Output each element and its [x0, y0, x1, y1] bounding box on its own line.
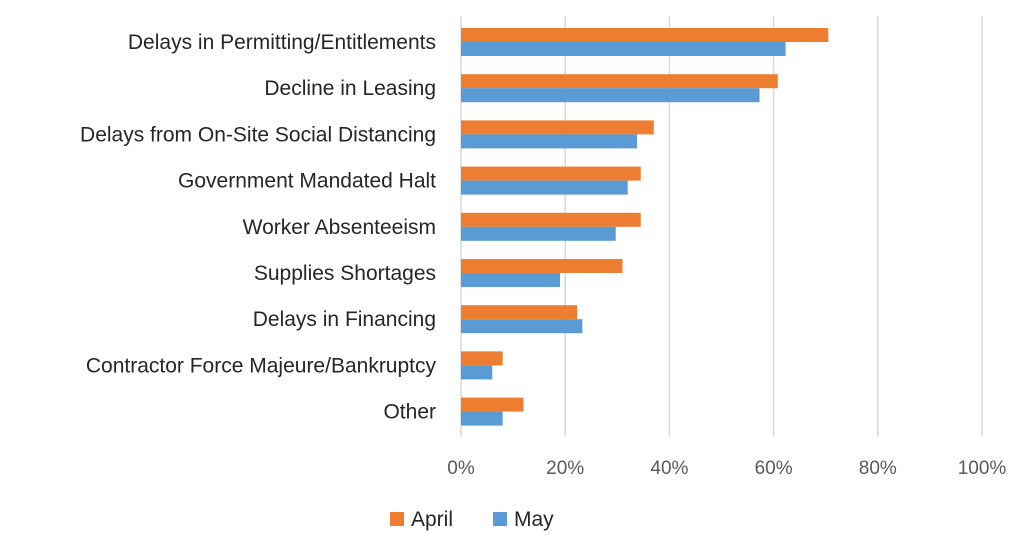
- legend-item-april: April: [390, 508, 453, 531]
- bar-april-2: [461, 120, 654, 135]
- category-label: Delays in Financing: [253, 308, 436, 331]
- legend-swatch-may: [493, 512, 507, 526]
- bar-april-1: [461, 74, 778, 89]
- bar-april-6: [461, 305, 578, 320]
- category-labels: Delays in Permitting/Entitlements Decline…: [80, 31, 436, 424]
- bar-may-5: [461, 273, 560, 287]
- legend-swatch-april: [390, 512, 404, 526]
- x-tick-label: 40%: [650, 458, 688, 479]
- bar-april-4: [461, 212, 641, 227]
- category-label: Worker Absenteeism: [243, 216, 436, 239]
- legend-label-april: April: [411, 508, 453, 531]
- legend: April May: [390, 508, 554, 531]
- bar-april-7: [461, 351, 503, 366]
- bar-may-4: [461, 226, 616, 241]
- category-label: Delays in Permitting/Entitlements: [128, 31, 436, 54]
- bars: [461, 28, 829, 426]
- x-tick-label: 80%: [859, 458, 897, 479]
- bar-may-0: [461, 42, 786, 56]
- bar-april-3: [461, 166, 641, 181]
- x-tick-label: 20%: [546, 458, 584, 479]
- category-label: Government Mandated Halt: [178, 170, 436, 193]
- legend-label-may: May: [514, 508, 554, 531]
- category-label: Supplies Shortages: [254, 262, 436, 285]
- bar-may-3: [461, 180, 628, 195]
- x-axis-tick-labels: 0% 20% 40% 60% 80% 100%: [447, 458, 1006, 479]
- bar-april-5: [461, 259, 623, 273]
- bar-may-7: [461, 365, 493, 380]
- x-tick-label: 0%: [447, 458, 475, 479]
- bar-april-8: [461, 397, 524, 412]
- bar-may-6: [461, 319, 583, 334]
- x-tick-label: 100%: [958, 458, 1007, 479]
- bar-may-1: [461, 88, 760, 103]
- x-tick-label: 60%: [755, 458, 793, 479]
- category-label: Delays from On-Site Social Distancing: [80, 123, 436, 146]
- bar-may-2: [461, 134, 638, 149]
- category-label: Decline in Leasing: [264, 77, 436, 100]
- category-label: Contractor Force Majeure/Bankruptcy: [86, 354, 437, 377]
- category-label: Other: [383, 401, 436, 424]
- legend-item-may: May: [493, 508, 554, 531]
- bar-may-8: [461, 411, 503, 426]
- bar-april-0: [461, 28, 829, 42]
